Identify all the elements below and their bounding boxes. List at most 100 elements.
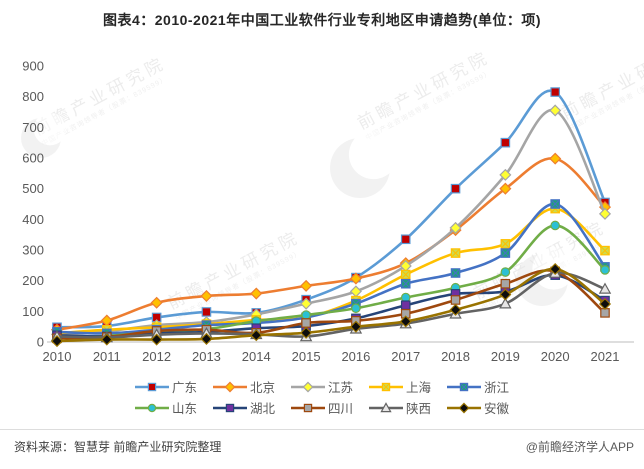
series-marker-x (460, 382, 469, 391)
series-marker (598, 297, 612, 311)
series-marker (499, 297, 512, 309)
legend-marker-icon (369, 382, 403, 391)
series-marker (450, 183, 461, 194)
series-marker (399, 315, 412, 328)
series-marker (400, 300, 411, 310)
legend-marker-icon (447, 402, 482, 413)
series-marker (500, 267, 511, 277)
x-axis-labels: 2010 2011 2012 2013 2014 2015 2016 2017 2018 2019… (43, 349, 620, 364)
series-marker (300, 279, 313, 292)
legend-label: 上海 (406, 381, 432, 395)
series-marker (100, 333, 113, 346)
legend-item: 安徽 (447, 398, 509, 417)
legend-item: 陕西 (369, 398, 431, 417)
x-tick-label: 2017 (391, 349, 420, 364)
series-1 (50, 152, 612, 336)
series-marker (449, 221, 462, 234)
series-marker (300, 326, 313, 339)
series-marker (250, 287, 263, 300)
x-tick-label: 2012 (142, 349, 171, 364)
legend-item: 上海 (369, 377, 431, 396)
series-marker-x (600, 246, 610, 256)
legend-label: 湖北 (249, 402, 275, 416)
series-9 (50, 262, 612, 348)
y-tick-label: 500 (22, 181, 44, 196)
series-marker-x (450, 248, 461, 258)
y-tick-label: 800 (22, 89, 44, 104)
legend-item: 广东 (134, 377, 197, 396)
series-marker (150, 296, 163, 309)
legend-marker-icon (134, 403, 169, 412)
series-marker (598, 207, 612, 220)
legend-label: 山东 (171, 402, 197, 416)
series-marker (499, 168, 512, 181)
legend-item: 四川 (290, 398, 353, 417)
series-marker (200, 289, 213, 303)
series-marker (549, 262, 562, 276)
legend-item: 江苏 (290, 377, 353, 396)
x-tick-label: 2015 (292, 349, 321, 364)
y-tick-label: 700 (22, 120, 44, 135)
series-marker (400, 234, 411, 245)
series-marker (499, 288, 512, 301)
series-marker (351, 303, 361, 314)
series-line (55, 157, 607, 332)
series-marker-x (550, 199, 560, 209)
series-marker (147, 382, 157, 391)
y-tick-label: 0 (37, 335, 44, 350)
x-tick-label: 2010 (43, 349, 72, 364)
legend-marker-icon (290, 381, 325, 392)
series-marker (303, 403, 313, 412)
series-marker (450, 295, 461, 305)
legend-label: 浙江 (484, 381, 510, 395)
series-marker (500, 137, 511, 148)
series-marker (549, 104, 562, 117)
y-tick-label: 600 (22, 151, 44, 166)
legend-item: 浙江 (447, 377, 509, 396)
series-marker (598, 282, 612, 294)
legend-label: 广东 (171, 381, 197, 395)
y-tick-label: 200 (22, 273, 44, 288)
series-marker (301, 310, 311, 320)
series-marker (147, 403, 157, 412)
y-tick-label: 300 (22, 243, 44, 258)
series-marker (301, 318, 311, 328)
y-tick-label: 900 (22, 59, 44, 74)
legend-marker-icon (134, 382, 169, 391)
x-tick-label: 2014 (242, 349, 271, 364)
y-tick-label: 100 (22, 304, 44, 319)
legend-row: 山东 湖北 四川 陕西 安徽 (0, 397, 644, 418)
chart-legend: 广东 北京 江苏 上海 浙江山东 湖北 四川 陕西 安徽 (0, 376, 644, 418)
legend-row: 广东 北京 江苏 上海 浙江 (0, 376, 644, 397)
legend-label: 江苏 (327, 381, 353, 395)
series-marker (550, 220, 560, 231)
credit-note: @前瞻经济学人APP (525, 440, 634, 454)
legend-marker-icon (212, 403, 247, 412)
logo-watermark (330, 129, 399, 198)
x-tick-label: 2013 (192, 349, 221, 364)
series-marker (550, 87, 560, 97)
x-tick-label: 2019 (491, 349, 520, 364)
series-marker-x (500, 248, 510, 258)
legend-marker-icon (369, 401, 403, 412)
y-tick-label: 400 (22, 212, 44, 227)
x-tick-label: 2016 (341, 349, 370, 364)
legend-marker-icon (212, 381, 247, 392)
legend-item: 北京 (212, 377, 275, 396)
legend-label: 安徽 (484, 402, 510, 416)
series-marker (500, 278, 511, 289)
legend-marker-icon (447, 382, 482, 391)
series-marker (600, 265, 610, 275)
legend-item: 湖北 (212, 398, 275, 417)
series-marker (499, 182, 512, 195)
series-marker-x (401, 279, 411, 289)
legend-item: 山东 (134, 398, 197, 417)
series-marker (349, 272, 362, 285)
series-line (55, 108, 607, 336)
series-marker (349, 320, 362, 333)
series-marker (200, 332, 213, 345)
series-marker (349, 285, 362, 298)
series-line (55, 271, 607, 339)
x-tick-label: 2018 (441, 349, 470, 364)
